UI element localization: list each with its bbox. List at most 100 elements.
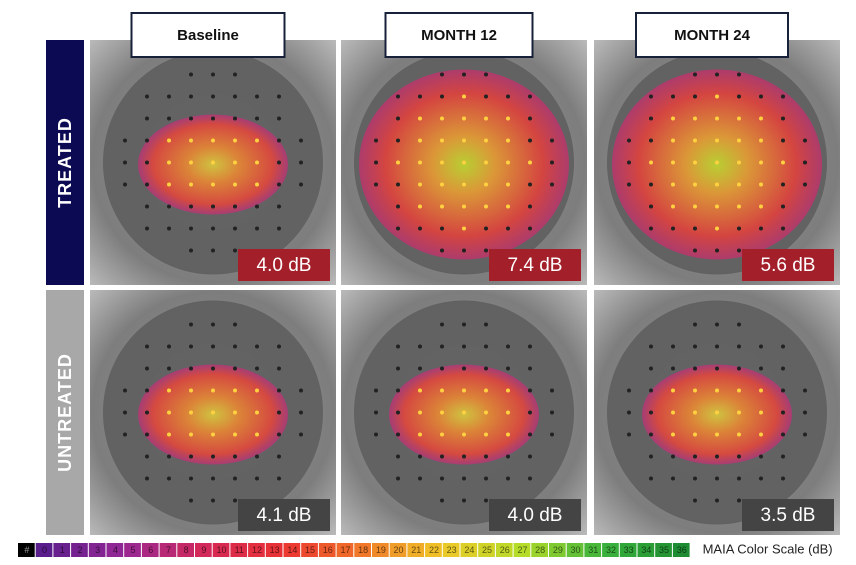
test-point <box>211 455 215 459</box>
scale-label: 17 <box>340 545 350 555</box>
test-point <box>671 455 675 459</box>
test-point <box>255 455 259 459</box>
test-point <box>374 161 378 165</box>
test-point <box>255 411 259 415</box>
fundus-panel: 3.5 dB <box>594 290 840 535</box>
test-point <box>277 95 281 99</box>
test-point <box>462 227 466 231</box>
test-point <box>528 161 532 165</box>
test-point <box>528 411 532 415</box>
test-point <box>693 161 697 165</box>
test-point <box>715 367 719 371</box>
db-label: 5.6 dB <box>761 255 816 276</box>
db-label: 4.1 dB <box>257 505 312 526</box>
test-point <box>277 183 281 187</box>
test-point <box>123 139 127 143</box>
scale-label: 27 <box>517 545 527 555</box>
test-point <box>299 389 303 393</box>
test-point <box>396 367 400 371</box>
test-point <box>528 345 532 349</box>
scale-label: 20 <box>394 545 404 555</box>
test-point <box>506 161 510 165</box>
test-point <box>255 117 259 121</box>
test-point <box>418 183 422 187</box>
test-point <box>715 95 719 99</box>
test-point <box>440 95 444 99</box>
test-point <box>693 139 697 143</box>
test-point <box>396 95 400 99</box>
test-point <box>484 411 488 415</box>
scale-label: 13 <box>270 545 280 555</box>
test-point <box>440 345 444 349</box>
test-point <box>781 227 785 231</box>
test-point <box>233 117 237 121</box>
test-point <box>418 227 422 231</box>
test-point <box>759 139 763 143</box>
test-point <box>649 117 653 121</box>
test-point <box>627 139 631 143</box>
test-point <box>233 95 237 99</box>
test-point <box>189 411 193 415</box>
db-label: 4.0 dB <box>508 505 563 526</box>
test-point <box>737 139 741 143</box>
test-point <box>781 477 785 481</box>
test-point <box>123 389 127 393</box>
scale-label: 7 <box>166 545 171 555</box>
test-point <box>211 139 215 143</box>
test-point <box>145 161 149 165</box>
test-point <box>299 161 303 165</box>
test-point <box>759 455 763 459</box>
test-point <box>462 95 466 99</box>
test-point <box>211 95 215 99</box>
test-point <box>418 117 422 121</box>
test-point <box>759 345 763 349</box>
test-point <box>550 411 554 415</box>
test-point <box>528 227 532 231</box>
test-point <box>649 455 653 459</box>
test-point <box>484 73 488 77</box>
scale-label: 9 <box>201 545 206 555</box>
test-point <box>145 183 149 187</box>
test-point <box>671 95 675 99</box>
test-point <box>649 411 653 415</box>
scale-label: 28 <box>535 545 545 555</box>
test-point <box>396 433 400 437</box>
test-point <box>803 139 807 143</box>
test-point <box>255 367 259 371</box>
test-point <box>781 411 785 415</box>
test-point <box>649 95 653 99</box>
test-point <box>211 117 215 121</box>
test-point <box>189 433 193 437</box>
test-point <box>462 73 466 77</box>
test-point <box>737 73 741 77</box>
test-point <box>462 161 466 165</box>
test-point <box>145 477 149 481</box>
test-point <box>506 117 510 121</box>
test-point <box>167 139 171 143</box>
test-point <box>693 389 697 393</box>
test-point <box>211 73 215 77</box>
test-point <box>759 161 763 165</box>
test-point <box>396 139 400 143</box>
test-point <box>211 161 215 165</box>
test-point <box>803 161 807 165</box>
scale-label: 4 <box>113 545 118 555</box>
scale-label: 29 <box>553 545 563 555</box>
test-point <box>649 389 653 393</box>
test-point <box>781 389 785 393</box>
test-point <box>715 389 719 393</box>
test-point <box>211 367 215 371</box>
test-point <box>506 477 510 481</box>
test-point <box>189 323 193 327</box>
test-point <box>649 139 653 143</box>
test-point <box>189 389 193 393</box>
test-point <box>418 139 422 143</box>
scale-label: 10 <box>217 545 227 555</box>
test-point <box>440 499 444 503</box>
test-point <box>528 95 532 99</box>
test-point <box>715 433 719 437</box>
test-point <box>277 477 281 481</box>
test-point <box>506 183 510 187</box>
test-point <box>462 249 466 253</box>
test-point <box>233 73 237 77</box>
